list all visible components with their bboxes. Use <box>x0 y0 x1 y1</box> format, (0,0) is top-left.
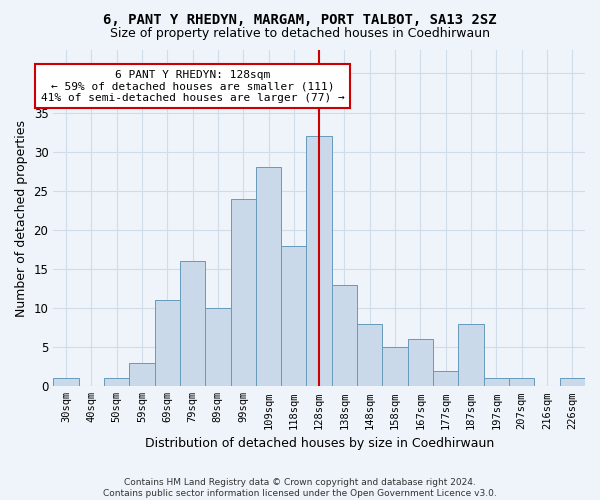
Bar <box>230 198 256 386</box>
Bar <box>382 347 408 387</box>
Bar <box>256 168 281 386</box>
Bar <box>281 246 307 386</box>
Bar <box>205 308 230 386</box>
Text: 6, PANT Y RHEDYN, MARGAM, PORT TALBOT, SA13 2SZ: 6, PANT Y RHEDYN, MARGAM, PORT TALBOT, S… <box>103 12 497 26</box>
Bar <box>155 300 180 386</box>
X-axis label: Distribution of detached houses by size in Coedhirwaun: Distribution of detached houses by size … <box>145 437 494 450</box>
Bar <box>458 324 484 386</box>
Y-axis label: Number of detached properties: Number of detached properties <box>15 120 28 316</box>
Text: Contains HM Land Registry data © Crown copyright and database right 2024.
Contai: Contains HM Land Registry data © Crown c… <box>103 478 497 498</box>
Bar <box>560 378 585 386</box>
Bar <box>357 324 382 386</box>
Bar <box>484 378 509 386</box>
Bar <box>104 378 129 386</box>
Bar <box>433 370 458 386</box>
Text: 6 PANT Y RHEDYN: 128sqm
← 59% of detached houses are smaller (111)
41% of semi-d: 6 PANT Y RHEDYN: 128sqm ← 59% of detache… <box>41 70 344 103</box>
Bar <box>307 136 332 386</box>
Bar <box>53 378 79 386</box>
Bar <box>332 284 357 386</box>
Bar <box>180 261 205 386</box>
Bar <box>509 378 535 386</box>
Bar <box>129 363 155 386</box>
Text: Size of property relative to detached houses in Coedhirwaun: Size of property relative to detached ho… <box>110 28 490 40</box>
Bar <box>408 340 433 386</box>
